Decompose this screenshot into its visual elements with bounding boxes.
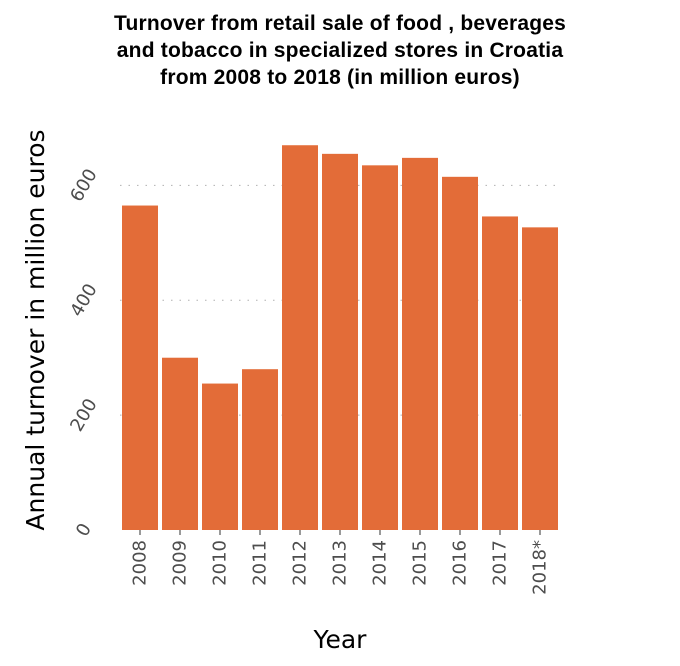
- x-axis-label: Year: [313, 625, 368, 654]
- x-tick-label-2011: 2011: [250, 540, 271, 586]
- bar-2013: [322, 153, 358, 531]
- bar-2018: [522, 227, 558, 530]
- y-tick-label-600: 600: [66, 165, 101, 205]
- x-tick-label-2013: 2013: [330, 540, 351, 586]
- y-axis-ticks: 0 200 400 600: [66, 165, 101, 540]
- bars: [122, 145, 558, 531]
- bar-2008: [122, 205, 158, 530]
- bar-2017: [482, 216, 518, 530]
- bar-2014: [362, 165, 398, 531]
- bar-2016: [442, 176, 478, 531]
- y-tick-label-400: 400: [66, 280, 101, 320]
- x-tick-label-2009: 2009: [170, 540, 191, 586]
- x-tick-label-2018: 2018*: [530, 540, 551, 595]
- x-tick-label-2010: 2010: [210, 540, 231, 586]
- bar-2012: [282, 145, 318, 530]
- x-tick-label-2012: 2012: [290, 540, 311, 586]
- bar-2009: [162, 357, 198, 530]
- y-axis-label: Annual turnover in million euros: [21, 129, 50, 530]
- x-tick-label-2015: 2015: [410, 540, 431, 586]
- x-axis-ticks: 2008 2009 2010 2011 2012 2013 2014 2015 2016 2017…: [130, 530, 551, 595]
- y-tick-label-200: 200: [66, 395, 101, 435]
- x-tick-label-2016: 2016: [450, 540, 471, 586]
- bar-2011: [242, 369, 278, 530]
- y-tick-label-0: 0: [72, 520, 96, 540]
- chart-title-line-2: and tobacco in specialized stores in Cro…: [116, 39, 564, 62]
- x-tick-label-2017: 2017: [490, 540, 511, 586]
- x-tick-label-2014: 2014: [370, 540, 391, 586]
- x-tick-label-2008: 2008: [130, 540, 151, 586]
- chart-title-line-3: from 2008 to 2018 (in million euros): [160, 66, 520, 89]
- chart-title: Turnover from retail sale of food , beve…: [0, 10, 680, 91]
- chart-title-line-1: Turnover from retail sale of food , beve…: [113, 12, 567, 35]
- bar-2015: [402, 157, 438, 530]
- bar-2010: [202, 383, 238, 530]
